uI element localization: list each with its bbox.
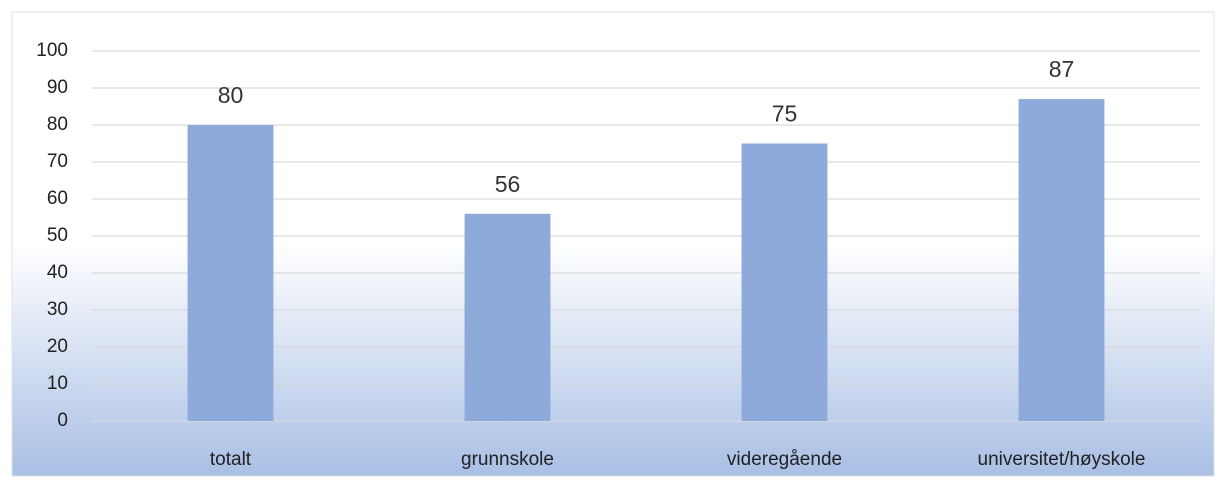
y-tick-label: 20 <box>47 336 68 357</box>
y-tick-label: 60 <box>47 188 68 209</box>
y-tick-label: 100 <box>36 40 68 61</box>
y-tick-label: 90 <box>47 77 68 98</box>
y-tick-label: 50 <box>47 225 68 246</box>
y-tick-label: 0 <box>57 410 68 431</box>
data-label: 80 <box>218 82 244 108</box>
data-label: 56 <box>495 171 521 197</box>
y-tick-label: 80 <box>47 114 68 135</box>
y-tick-label: 70 <box>47 151 68 172</box>
x-tick-label: grunnskole <box>461 449 554 470</box>
x-tick-label: videregående <box>727 449 842 470</box>
data-label: 87 <box>1049 56 1075 82</box>
x-tick-label: universitet/høyskole <box>978 449 1146 470</box>
bar <box>741 143 828 421</box>
y-tick-label: 10 <box>47 373 68 394</box>
data-label: 75 <box>772 101 798 127</box>
bar <box>187 125 274 421</box>
bar <box>464 213 551 421</box>
x-tick-label: totalt <box>210 449 252 470</box>
y-tick-label: 30 <box>47 299 68 320</box>
bar <box>1018 99 1105 421</box>
y-tick-label: 40 <box>47 262 68 283</box>
